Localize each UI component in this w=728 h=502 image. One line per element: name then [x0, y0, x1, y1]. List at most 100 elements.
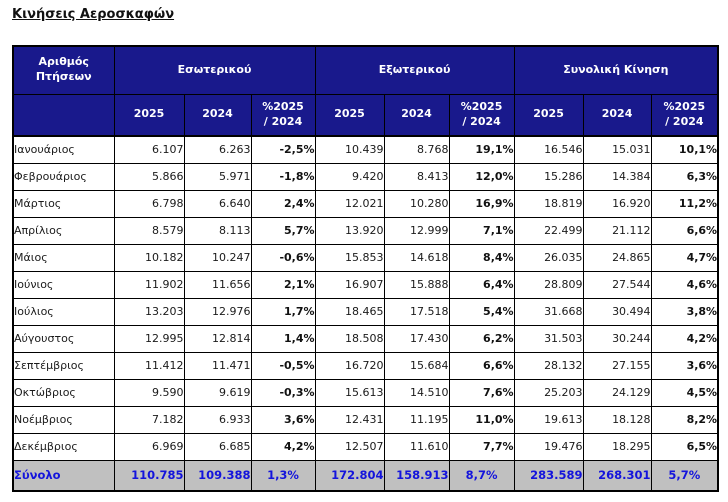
value-cell: 7.182 [113, 405, 185, 434]
value-cell: 16.920 [582, 189, 652, 218]
month-cell: Ιούλιος [12, 297, 115, 326]
value-cell: 14.384 [582, 162, 652, 191]
value-cell: 1,4% [250, 324, 316, 353]
value-cell: 31.503 [513, 324, 584, 353]
table-row: Μάρτιος 6.798 6.640 2,4% 12.021 10.280 16,9% 18… [12, 189, 719, 218]
total-value-cell: 109.388 [183, 459, 252, 492]
value-cell: 8,4% [448, 243, 515, 272]
table-header: Αριθμός Πτήσεων Εσωτερικού Εξωτερικού Συ… [12, 45, 719, 137]
value-cell: 16.907 [314, 270, 385, 299]
value-cell: 4,7% [650, 243, 719, 272]
total-value-cell: 268.301 [582, 459, 652, 492]
value-cell: 5.971 [183, 162, 252, 191]
total-value-cell: 5,7% [650, 459, 719, 492]
value-cell: 6.107 [113, 135, 185, 164]
month-cell: Νοέμβριος [12, 405, 115, 434]
table-body: Ιανουάριος 6.107 6.263 -2,5% 10.439 8.768 19,1… [12, 135, 719, 461]
value-cell: -0,3% [250, 378, 316, 407]
value-cell: 10.280 [383, 189, 450, 218]
value-cell: 4,2% [650, 324, 719, 353]
aircraft-movements-table: Αριθμός Πτήσεων Εσωτερικού Εξωτερικού Συ… [12, 45, 720, 492]
value-cell: 2,1% [250, 270, 316, 299]
value-cell: 5.866 [113, 162, 185, 191]
value-cell: -0,6% [250, 243, 316, 272]
value-cell: 6,4% [448, 270, 515, 299]
value-cell: 12.999 [383, 216, 450, 245]
value-cell: 6,3% [650, 162, 719, 191]
value-cell: 25.203 [513, 378, 584, 407]
value-cell: 12.814 [183, 324, 252, 353]
value-cell: 18.508 [314, 324, 385, 353]
value-cell: 5,4% [448, 297, 515, 326]
value-cell: 16.720 [314, 351, 385, 380]
corner-header: Αριθμός Πτήσεων [12, 45, 115, 95]
value-cell: 8.413 [383, 162, 450, 191]
value-cell: 11,2% [650, 189, 719, 218]
value-cell: 11.656 [183, 270, 252, 299]
value-cell: 6,6% [448, 351, 515, 380]
col-header-pct: %2025 / 2024 [650, 93, 719, 137]
month-cell: Αύγουστος [12, 324, 115, 353]
total-value-cell: 283.589 [513, 459, 584, 492]
month-cell: Απρίλιος [12, 216, 115, 245]
table-row: Αύγουστος 12.995 12.814 1,4% 18.508 17.430 6,2… [12, 324, 719, 353]
value-cell: 7,1% [448, 216, 515, 245]
table-row: Μάιος 10.182 10.247 -0,6% 15.853 14.618 8,4% 26… [12, 243, 719, 272]
value-cell: 17.518 [383, 297, 450, 326]
value-cell: 15.613 [314, 378, 385, 407]
value-cell: 8.113 [183, 216, 252, 245]
month-cell: Μάρτιος [12, 189, 115, 218]
value-cell: 15.286 [513, 162, 584, 191]
value-cell: 6,2% [448, 324, 515, 353]
value-cell: 6.969 [113, 432, 185, 461]
value-cell: 4,2% [250, 432, 316, 461]
value-cell: 11.195 [383, 405, 450, 434]
month-cell: Ιανουάριος [12, 135, 115, 164]
total-label-cell: Σύνολο [12, 459, 115, 492]
value-cell: 11.902 [113, 270, 185, 299]
value-cell: 6,6% [650, 216, 719, 245]
value-cell: 16.546 [513, 135, 584, 164]
group-header-row: Αριθμός Πτήσεων Εσωτερικού Εξωτερικού Συ… [12, 45, 719, 95]
total-value-cell: 110.785 [113, 459, 185, 492]
value-cell: 19.476 [513, 432, 584, 461]
value-cell: 12.021 [314, 189, 385, 218]
value-cell: 15.031 [582, 135, 652, 164]
value-cell: 24.865 [582, 243, 652, 272]
month-cell: Μάιος [12, 243, 115, 272]
value-cell: 24.129 [582, 378, 652, 407]
value-cell: 14.510 [383, 378, 450, 407]
group-header-international: Εξωτερικού [314, 45, 515, 95]
group-header-domestic: Εσωτερικού [113, 45, 316, 95]
col-header-2024: 2024 [383, 93, 450, 137]
value-cell: 15.684 [383, 351, 450, 380]
col-header-2024: 2024 [582, 93, 652, 137]
month-cell: Σεπτέμβριος [12, 351, 115, 380]
group-header-total-traffic: Συνολική Κίνηση [513, 45, 719, 95]
value-cell: 4,5% [650, 378, 719, 407]
month-cell: Ιούνιος [12, 270, 115, 299]
value-cell: 18.819 [513, 189, 584, 218]
total-row: Σύνολο 110.785 109.388 1,3% 172.804 158.913 8,… [12, 459, 719, 492]
value-cell: 26.035 [513, 243, 584, 272]
value-cell: 12,0% [448, 162, 515, 191]
value-cell: 1,7% [250, 297, 316, 326]
value-cell: 9.420 [314, 162, 385, 191]
value-cell: 27.155 [582, 351, 652, 380]
table-footer: Σύνολο 110.785 109.388 1,3% 172.804 158.913 8,… [12, 459, 719, 492]
value-cell: 14.618 [383, 243, 450, 272]
value-cell: 6,5% [650, 432, 719, 461]
total-value-cell: 1,3% [250, 459, 316, 492]
value-cell: 10,1% [650, 135, 719, 164]
value-cell: 3,8% [650, 297, 719, 326]
value-cell: -2,5% [250, 135, 316, 164]
month-cell: Οκτώβριος [12, 378, 115, 407]
value-cell: 17.430 [383, 324, 450, 353]
value-cell: 11.471 [183, 351, 252, 380]
col-header-pct: %2025 / 2024 [250, 93, 316, 137]
value-cell: 30.244 [582, 324, 652, 353]
value-cell: 12.431 [314, 405, 385, 434]
value-cell: 5,7% [250, 216, 316, 245]
value-cell: 3,6% [650, 351, 719, 380]
